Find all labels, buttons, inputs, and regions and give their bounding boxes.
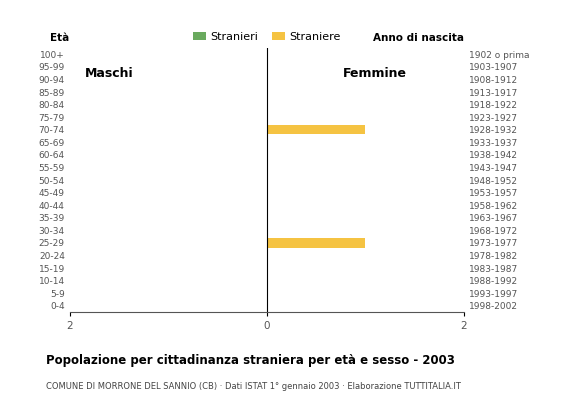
Text: Popolazione per cittadinanza straniera per età e sesso - 2003: Popolazione per cittadinanza straniera p… — [46, 354, 455, 367]
Legend: Stranieri, Straniere: Stranieri, Straniere — [188, 27, 345, 46]
Bar — [267, 238, 365, 248]
Bar — [267, 125, 365, 134]
Text: Maschi: Maschi — [84, 67, 133, 80]
Text: Anno di nascita: Anno di nascita — [373, 33, 464, 43]
Text: COMUNE DI MORRONE DEL SANNIO (CB) · Dati ISTAT 1° gennaio 2003 · Elaborazione TU: COMUNE DI MORRONE DEL SANNIO (CB) · Dati… — [46, 382, 461, 391]
Text: Età: Età — [50, 33, 70, 43]
Text: Femmine: Femmine — [343, 67, 407, 80]
